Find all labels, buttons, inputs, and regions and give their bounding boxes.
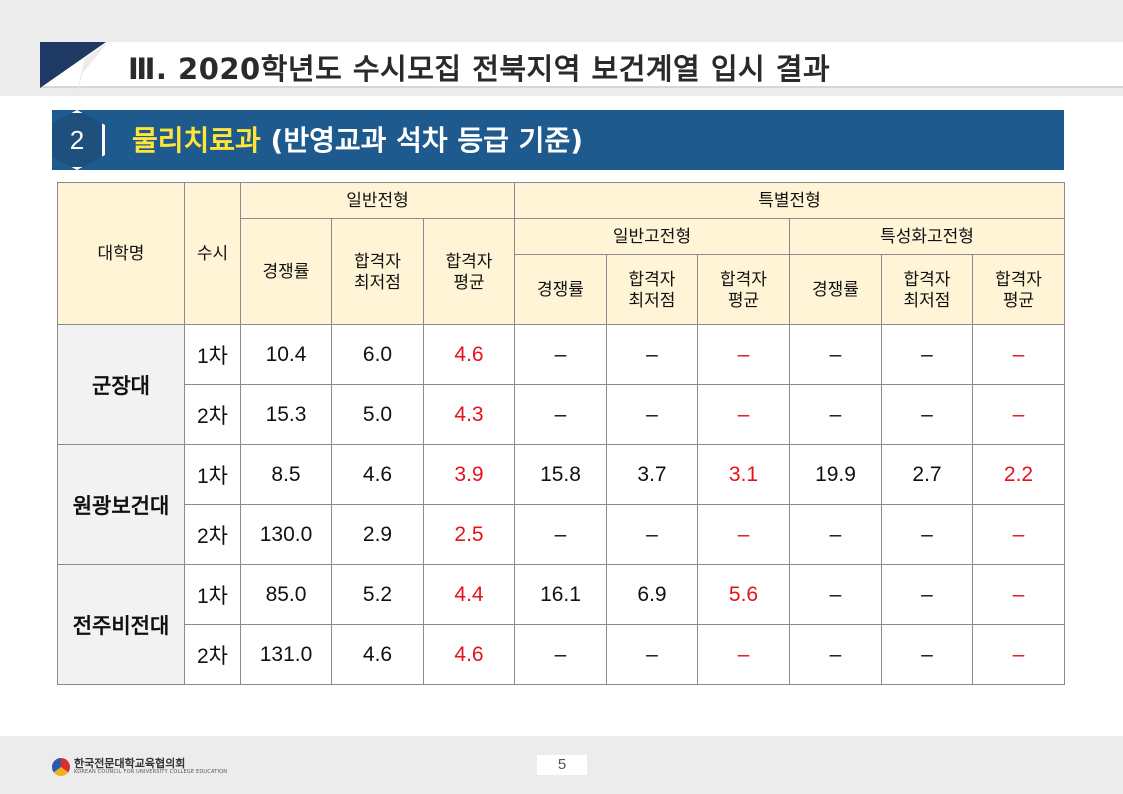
score-cell: 2.7	[881, 444, 973, 505]
score-cell: –	[881, 384, 973, 445]
header-ghs-competition: 경쟁률	[514, 254, 607, 325]
page-title: Ⅲ. 2020학년도 수시모집 전북지역 보건계열 입시 결과	[128, 52, 831, 86]
score-cell: –	[514, 624, 607, 685]
score-cell: –	[606, 504, 698, 565]
footer-org-name: 한국전문대학교육협의회	[74, 757, 186, 770]
score-cell: 15.8	[514, 444, 607, 505]
score-cell: 4.3	[423, 384, 515, 445]
header-specialized-hs: 특성화고전형	[789, 218, 1065, 255]
section-title-rest: (반영교과 석차 등급 기준)	[260, 124, 583, 157]
score-cell: –	[697, 324, 790, 385]
score-cell: 4.6	[331, 444, 424, 505]
section-title-highlight: 물리치료과	[132, 124, 261, 157]
score-cell: –	[789, 384, 882, 445]
title-bar	[40, 42, 1123, 88]
round-label: 2차	[184, 384, 241, 445]
score-cell: 10.4	[240, 324, 332, 385]
header-special: 특별전형	[514, 182, 1065, 219]
round-label: 1차	[184, 564, 241, 625]
score-cell: 4.6	[423, 624, 515, 685]
university-name: 군장대	[57, 324, 185, 445]
results-table: 대학명 수시 일반전형 특별전형 경쟁률 합격자 최저점 합격자 평균 일반고전…	[57, 182, 1065, 685]
header-general: 일반전형	[240, 182, 515, 219]
header-shs-min-score: 합격자 최저점	[881, 254, 973, 325]
score-cell: –	[881, 564, 973, 625]
header-university: 대학명	[57, 182, 185, 325]
header-general-min-score: 합격자 최저점	[331, 218, 424, 325]
score-cell: 16.1	[514, 564, 607, 625]
section-number: 2	[69, 124, 85, 155]
score-cell: –	[881, 324, 973, 385]
table-row: 원광보건대 1차 8.5 4.6 3.9 15.8 3.7 3.1 19.9 2.7 2.2	[57, 444, 1065, 565]
score-cell: –	[972, 384, 1065, 445]
score-cell: 2.9	[331, 504, 424, 565]
score-cell: 131.0	[240, 624, 332, 685]
page-number: 5	[537, 755, 587, 775]
university-name: 전주비전대	[57, 564, 185, 685]
section-bar	[52, 110, 1064, 170]
score-cell: –	[606, 624, 698, 685]
score-cell: –	[789, 324, 882, 385]
header-shs-competition: 경쟁률	[789, 254, 882, 325]
table-row: 군장대 1차 10.4 6.0 4.6– – – – – –	[57, 324, 1065, 445]
score-cell: –	[514, 324, 607, 385]
score-cell: 2.2	[972, 444, 1065, 505]
score-cell: 2.5	[423, 504, 515, 565]
round-label: 2차	[184, 624, 241, 685]
score-cell: 5.6	[697, 564, 790, 625]
table-body: 대학명 수시 일반전형 특별전형 경쟁률 합격자 최저점 합격자 평균 일반고전…	[57, 182, 1065, 685]
score-cell: 5.0	[331, 384, 424, 445]
round-label: 1차	[184, 324, 241, 385]
score-cell: –	[881, 504, 973, 565]
score-cell: –	[697, 504, 790, 565]
score-cell: –	[514, 384, 607, 445]
score-cell: –	[789, 624, 882, 685]
score-cell: –	[606, 324, 698, 385]
header-shs-avg-score: 합격자 평균	[972, 254, 1065, 325]
score-cell: –	[972, 624, 1065, 685]
score-cell: 4.6	[331, 624, 424, 685]
header-round: 수시	[184, 182, 241, 325]
score-cell: 3.7	[606, 444, 698, 505]
score-cell: 6.9	[606, 564, 698, 625]
section-title: 물리치료과 (반영교과 석차 등급 기준)	[132, 119, 583, 159]
score-cell: –	[972, 504, 1065, 565]
score-cell: 19.9	[789, 444, 882, 505]
university-name: 원광보건대	[57, 444, 185, 565]
score-cell: 5.2	[331, 564, 424, 625]
score-cell: –	[789, 564, 882, 625]
score-cell: –	[606, 384, 698, 445]
table-row: 2차 131.0 4.6 4.6– – – – – –	[58, 624, 1065, 685]
header-general-competition: 경쟁률	[240, 218, 332, 325]
round-label: 2차	[184, 504, 241, 565]
score-cell: 85.0	[240, 564, 332, 625]
score-cell: –	[514, 504, 607, 565]
score-cell: 15.3	[240, 384, 332, 445]
footer-org-name-en: KOREAN COUNCIL FOR UNIVERSITY COLLEGE ED…	[74, 769, 228, 775]
org-logo-icon	[52, 758, 70, 776]
round-label: 1차	[184, 444, 241, 505]
score-cell: –	[972, 564, 1065, 625]
header-general-hs: 일반고전형	[514, 218, 790, 255]
table-row: 2차 130.0 2.9 2.5– – – – – –	[58, 504, 1065, 565]
score-cell: –	[697, 384, 790, 445]
score-cell: 3.9	[423, 444, 515, 505]
header-general-avg-score: 합격자 평균	[423, 218, 515, 325]
score-cell: –	[881, 624, 973, 685]
score-cell: 4.4	[423, 564, 515, 625]
score-cell: –	[789, 504, 882, 565]
score-cell: –	[697, 624, 790, 685]
score-cell: 130.0	[240, 504, 332, 565]
score-cell: 3.1	[697, 444, 790, 505]
score-cell: 8.5	[240, 444, 332, 505]
header-ghs-min-score: 합격자 최저점	[606, 254, 698, 325]
score-cell: 4.6	[423, 324, 515, 385]
score-cell: 6.0	[331, 324, 424, 385]
score-cell: –	[972, 324, 1065, 385]
header-ghs-avg-score: 합격자 평균	[697, 254, 790, 325]
table-row: 전주비전대 1차 85.0 5.2 4.4 16.1 6.9 5.6– – –	[57, 564, 1065, 685]
table-row: 2차 15.3 5.0 4.3– – – – – –	[58, 384, 1065, 445]
